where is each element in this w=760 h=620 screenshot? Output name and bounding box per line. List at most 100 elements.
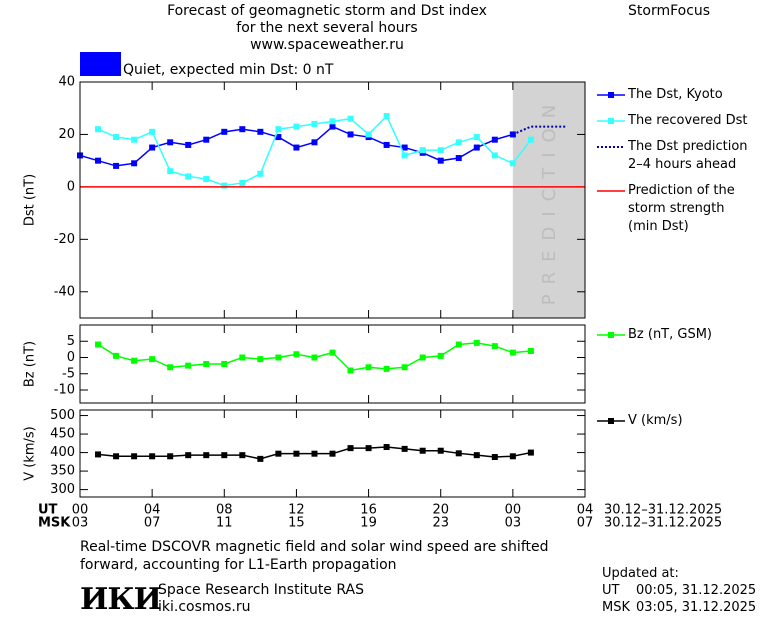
- y-tick-label: 300: [50, 482, 75, 497]
- plot-frame: [79, 409, 586, 498]
- data-point: [95, 157, 102, 164]
- y-tick-label: 0: [67, 350, 75, 365]
- data-point: [347, 115, 354, 122]
- y-tick-label: 20: [58, 127, 75, 142]
- data-point: [383, 113, 390, 120]
- data-point: [149, 128, 156, 135]
- data-point: [167, 364, 174, 371]
- data-point: [383, 365, 390, 372]
- y-tick-label: 450: [50, 427, 75, 442]
- prediction-region: [512, 82, 585, 318]
- data-point: [257, 455, 264, 462]
- data-point: [509, 453, 516, 460]
- data-point: [383, 444, 390, 451]
- y-axis-label: Bz (nT): [23, 341, 38, 387]
- data-point: [185, 141, 192, 148]
- data-point: [437, 157, 444, 164]
- footer-note: Real-time DSCOVR magnetic field and sola…: [80, 539, 549, 573]
- data-point: [95, 451, 102, 458]
- x-tick-label-msk: 23: [432, 516, 449, 531]
- data-point: [509, 160, 516, 167]
- data-point: [131, 136, 138, 143]
- x-tick-label-msk: 03: [72, 516, 89, 531]
- title: Forecast of geomagnetic storm and Dst in…: [127, 3, 527, 54]
- data-point: [311, 450, 318, 457]
- x-range-label: 30.12–31.12.2025: [604, 516, 722, 531]
- legend-swatch: [597, 92, 625, 98]
- data-point: [329, 450, 336, 457]
- y-tick-label: 40: [58, 75, 75, 90]
- logo: ИКИ: [80, 582, 162, 617]
- x-tick-label: 20: [432, 503, 449, 518]
- x-tick-label-msk: 19: [360, 516, 377, 531]
- time: 00:05, 31.12.2025: [636, 583, 757, 598]
- data-point: [185, 362, 192, 369]
- data-point: [347, 445, 354, 452]
- data-point: [131, 160, 138, 167]
- legend-label: Prediction of the storm strength (min Ds…: [628, 183, 735, 234]
- data-point: [221, 128, 228, 135]
- data-point: [455, 450, 462, 457]
- data-point: [113, 453, 120, 460]
- series-line: [512, 125, 567, 136]
- data-point: [221, 452, 228, 459]
- plot-frame: [79, 324, 586, 404]
- data-point: [275, 450, 282, 457]
- x-tick-label-msk: 11: [216, 516, 233, 531]
- x-tick-label-msk: 07: [577, 516, 594, 531]
- data-point: [347, 131, 354, 138]
- data-point: [167, 139, 174, 146]
- data-point: [221, 361, 228, 367]
- data-point: [455, 155, 462, 162]
- data-point: [167, 168, 174, 175]
- data-point: [311, 139, 318, 146]
- legend-swatch: [597, 118, 625, 124]
- y-tick-label: -5: [62, 366, 75, 381]
- y-tick-label: 350: [50, 464, 75, 479]
- legend-swatch: [597, 418, 625, 424]
- data-point: [437, 447, 444, 454]
- zone: MSK: [602, 600, 630, 615]
- data-point: [293, 144, 300, 151]
- x-axis-label: MSK: [38, 516, 71, 531]
- data-point: [275, 134, 282, 141]
- title-line: Forecast of geomagnetic storm and Dst in…: [167, 3, 487, 19]
- data-point: [149, 144, 156, 151]
- x-tick-label-msk: 15: [288, 516, 305, 531]
- data-point: [419, 354, 426, 361]
- status-text: Quiet, expected min Dst: 0 nT: [123, 62, 334, 78]
- x-tick-label: 16: [360, 503, 377, 518]
- x-range-label: 30.12–31.12.2025: [604, 503, 722, 518]
- data-point: [113, 134, 120, 141]
- data-point: [473, 134, 480, 141]
- plot-frame: [79, 81, 586, 319]
- title-line: www.spaceweather.ru: [250, 37, 404, 53]
- legend-item: The Dst prediction 2–4 hours ahead: [596, 138, 748, 174]
- data-point: [167, 453, 174, 460]
- data-point: [293, 123, 300, 130]
- data-point: [329, 349, 336, 356]
- data-point: [149, 453, 156, 460]
- y-axis-label: V (km/s): [23, 426, 38, 481]
- data-point: [455, 139, 462, 146]
- x-tick-label: 00: [505, 503, 522, 518]
- legend: Bz (nT, GSM): [596, 326, 712, 344]
- legend-item: Prediction of the storm strength (min Ds…: [596, 182, 748, 236]
- data-point: [365, 131, 372, 138]
- zone: UT: [602, 583, 620, 598]
- data-point: [329, 118, 336, 125]
- data-point: [203, 452, 210, 459]
- legend-item: The recovered Dst: [596, 112, 748, 130]
- data-point: [365, 445, 372, 452]
- data-point: [131, 453, 138, 460]
- x-tick-label: 04: [144, 503, 161, 518]
- updated-label: Updated at:: [602, 566, 679, 581]
- y-tick-label: 0: [67, 179, 75, 194]
- data-point: [239, 126, 246, 133]
- y-tick-label: -20: [54, 232, 75, 247]
- data-point: [437, 352, 444, 359]
- status-swatch: [80, 52, 121, 76]
- data-point: [347, 367, 354, 374]
